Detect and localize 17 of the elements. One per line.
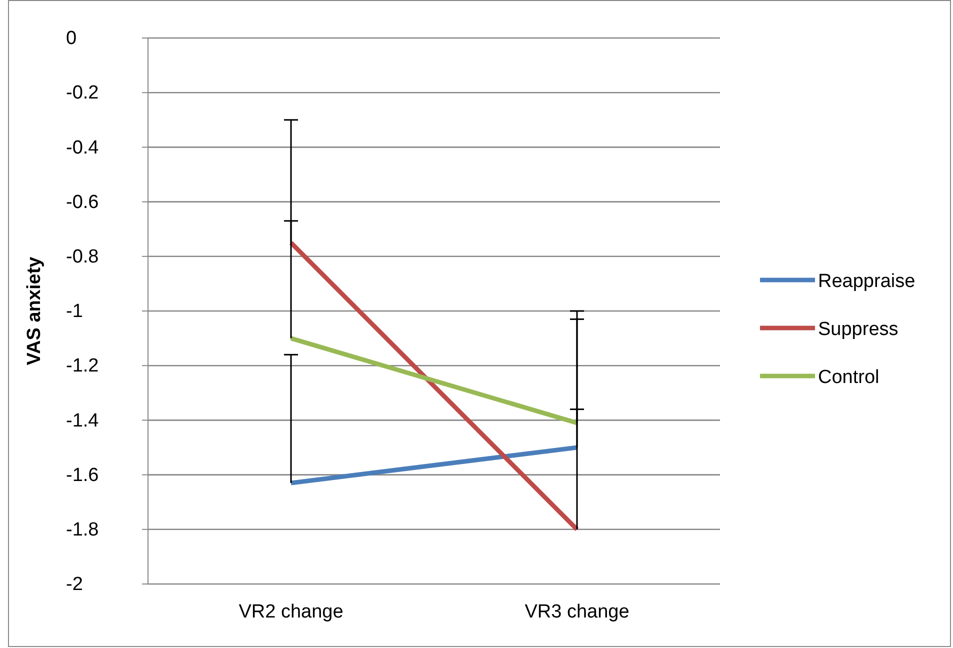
legend-label: Control	[818, 367, 880, 388]
y-tick-label: 0	[66, 28, 77, 50]
x-tick-label: VR2 change	[238, 601, 344, 622]
y-tick-label: -1.4	[66, 410, 100, 432]
legend-label: Reappraise	[818, 271, 916, 292]
y-tick-label: -1.6	[66, 464, 99, 486]
y-tick-label: -1.2	[66, 356, 99, 377]
y-tick-label: -1	[66, 301, 83, 322]
y-axis-title: VAS anxiety	[24, 256, 45, 366]
x-tick-label: VR3 change	[524, 601, 630, 622]
y-tick-label: -0.8	[66, 246, 99, 268]
y-tick-label: -0.6	[66, 192, 99, 213]
y-tick-label: -0.4	[66, 137, 100, 158]
y-tick-label: -1.8	[66, 519, 99, 540]
y-tick-label: -0.2	[66, 82, 99, 104]
legend-label: Suppress	[818, 319, 898, 340]
y-tick-label: -2	[66, 574, 83, 596]
